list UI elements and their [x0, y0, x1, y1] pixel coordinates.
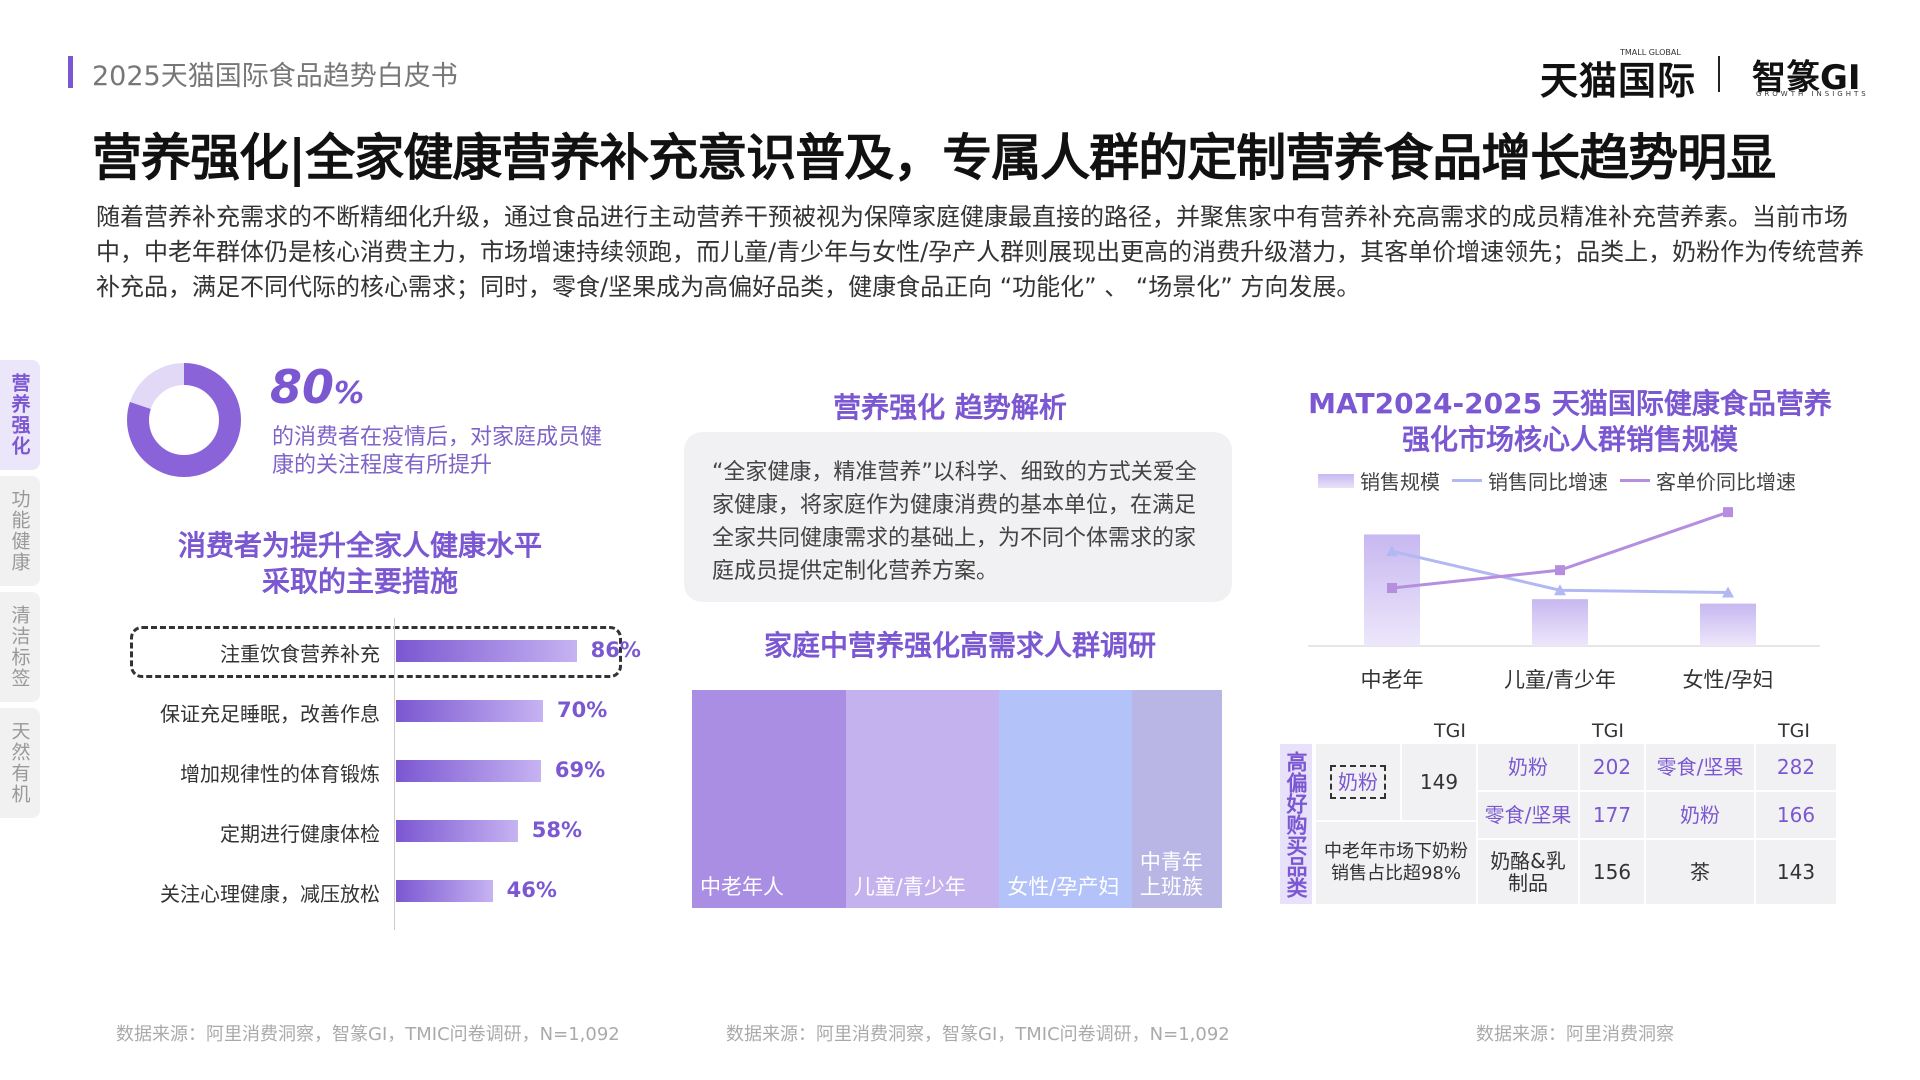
- bar: [396, 700, 543, 722]
- price-growth-point: [1387, 583, 1397, 593]
- page-title: 营养强化|全家健康营养补充意识普及，专属人群的定制营养食品增长趋势明显: [92, 129, 1776, 187]
- survey-segment: 中青年 上班族: [1131, 690, 1222, 908]
- side-tab-organic[interactable]: 天然有机: [0, 708, 40, 818]
- survey-segment: 女性/孕产妇: [999, 690, 1132, 908]
- tgi-cell: 166: [1756, 792, 1836, 838]
- x-tick-label: 中老年: [1360, 668, 1424, 692]
- sales-growth-point: [1722, 586, 1734, 598]
- legend-sales: 销售规模: [1318, 466, 1440, 495]
- legend-line-icon: [1620, 479, 1650, 482]
- growth-insights-logo: 智篆GI: [1752, 58, 1861, 98]
- tgi-cell: 177: [1580, 792, 1644, 838]
- tgi-cell: 零食/坚果: [1478, 792, 1578, 838]
- tgi-cell: 149: [1402, 744, 1476, 820]
- tgi-note: 中老年市场下奶粉销售占比超98%: [1316, 822, 1476, 904]
- sales-growth-point: [1386, 545, 1398, 557]
- tgi-header: TGI: [1592, 720, 1624, 742]
- price-growth-point: [1555, 565, 1565, 576]
- tgi-vertical-label: 高偏好购买品类: [1280, 744, 1312, 904]
- source-note: 数据来源：阿里消费洞察，智篆GI，TMIC问卷调研，N=1,092: [116, 1024, 620, 1045]
- right-combo-chart: [1308, 507, 1820, 647]
- bar-value-label: 70%: [557, 698, 608, 722]
- left-chart-title: 消费者为提升全家人健康水平 采取的主要措施: [177, 529, 542, 598]
- side-tab-nutrition[interactable]: 营养强化: [0, 360, 40, 470]
- source-note: 数据来源：阿里消费洞察，智篆GI，TMIC问卷调研，N=1,092: [726, 1024, 1230, 1045]
- tgi-cell: 茶: [1646, 840, 1754, 904]
- bar: [396, 820, 518, 842]
- survey-segment: 中老年人: [692, 690, 846, 908]
- side-tab-clean-label[interactable]: 清洁标签: [0, 592, 40, 702]
- tgi-header: TGI: [1778, 720, 1810, 742]
- header-accent-bar: [68, 56, 73, 88]
- tmall-global-logo-sub: TMALL GLOBAL: [1620, 48, 1681, 57]
- x-tick-label: 女性/孕妇: [1682, 668, 1774, 692]
- tgi-cell: 奶酪&乳制品: [1478, 840, 1578, 904]
- legend-price-growth: 客单价同比增速: [1620, 466, 1796, 495]
- trend-quote-box: “全家健康，精准营养”以科学、细致的方式关爱全家健康，将家庭作为健康消费的基本单…: [684, 432, 1232, 602]
- survey-segment-label: 中青年 上班族: [1139, 850, 1203, 899]
- bar-value-label: 86%: [590, 638, 641, 662]
- left-chart-axis: [394, 618, 395, 930]
- report-title: 2025天猫国际食品趋势白皮书: [92, 61, 458, 92]
- tgi-cell: 奶粉: [1478, 744, 1578, 790]
- survey-segment-label: 儿童/青少年: [853, 875, 966, 899]
- tgi-cell: 零食/坚果: [1646, 744, 1754, 790]
- intro-paragraph: 随着营养补充需求的不断精细化升级，通过食品进行主动营养干预被视为保障家庭健康最直…: [96, 203, 1865, 301]
- legend-bar-icon: [1318, 473, 1354, 488]
- trend-analysis-title: 营养强化 趋势解析: [833, 391, 1067, 424]
- survey-segment-label: 女性/孕产妇: [1007, 875, 1120, 899]
- right-chart-legend: 销售规模 销售同比增速 客单价同比增速: [1318, 466, 1796, 495]
- tgi-cell: 156: [1580, 840, 1644, 904]
- tgi-header: TGI: [1434, 720, 1466, 742]
- bar-value-label: 69%: [554, 758, 606, 782]
- tgi-cell: 282: [1756, 744, 1836, 790]
- right-chart-title: MAT2024-2025 天猫国际健康食品营养 强化市场核心人群销售规模: [1308, 387, 1832, 456]
- stat-value: 80%: [270, 360, 365, 414]
- bar: [396, 640, 577, 662]
- tgi-cell: 奶粉: [1316, 744, 1400, 820]
- survey-segment-label: 中老年人: [700, 875, 784, 899]
- tgi-cell: 143: [1756, 840, 1836, 904]
- source-note: 数据来源：阿里消费洞察: [1476, 1024, 1674, 1045]
- stat-description: 的消费者在疫情后，对家庭成员健康的关注程度有所提升: [272, 425, 603, 478]
- bar-label: 增加规律性的体育锻炼: [180, 762, 380, 786]
- price-growth-line: [1391, 510, 1729, 590]
- x-tick-label: 儿童/青少年: [1503, 668, 1617, 692]
- legend-sales-growth: 销售同比增速: [1452, 466, 1608, 495]
- sales-bar: [1532, 599, 1588, 646]
- bar-label: 保证充足睡眠，改善作息: [160, 702, 380, 726]
- bar: [396, 760, 541, 782]
- highlight-dashed-box: [130, 626, 622, 678]
- tgi-cell: 202: [1580, 744, 1644, 790]
- growth-insights-logo-sub: GROWTH INSIGHTS: [1756, 90, 1869, 98]
- stat-donut: [127, 363, 241, 477]
- tmall-global-logo: 天猫国际: [1540, 59, 1697, 103]
- survey-mekko-chart: 中老年人 儿童/青少年 女性/孕产妇 中青年 上班族: [692, 690, 1222, 908]
- survey-segment: 儿童/青少年: [845, 690, 1000, 908]
- bar-value-label: 58%: [531, 818, 583, 842]
- sales-bar: [1700, 603, 1756, 646]
- bar: [396, 880, 493, 902]
- sales-growth-point: [1554, 584, 1566, 596]
- tgi-cell: 奶粉: [1646, 792, 1754, 838]
- bar-label: 关注心理健康，减压放松: [160, 882, 380, 906]
- bar-label: 注重饮食营养补充: [220, 642, 380, 666]
- bar-value-label: 46%: [506, 878, 557, 902]
- brand-divider: [1718, 56, 1720, 92]
- price-growth-point: [1723, 507, 1733, 518]
- survey-title: 家庭中营养强化高需求人群调研: [763, 629, 1156, 662]
- side-tab-functional[interactable]: 功能健康: [0, 476, 40, 586]
- bar-label: 定期进行健康体检: [220, 822, 380, 846]
- legend-line-icon: [1452, 479, 1482, 482]
